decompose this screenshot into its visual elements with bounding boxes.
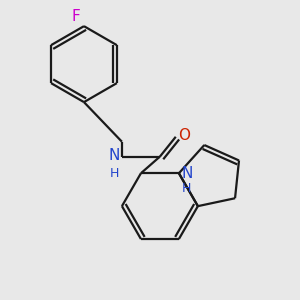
Text: O: O [178,128,190,142]
Text: H: H [110,167,119,179]
Text: N: N [109,148,120,163]
Text: H: H [182,182,191,194]
Text: F: F [71,8,80,23]
Text: N: N [182,166,193,181]
